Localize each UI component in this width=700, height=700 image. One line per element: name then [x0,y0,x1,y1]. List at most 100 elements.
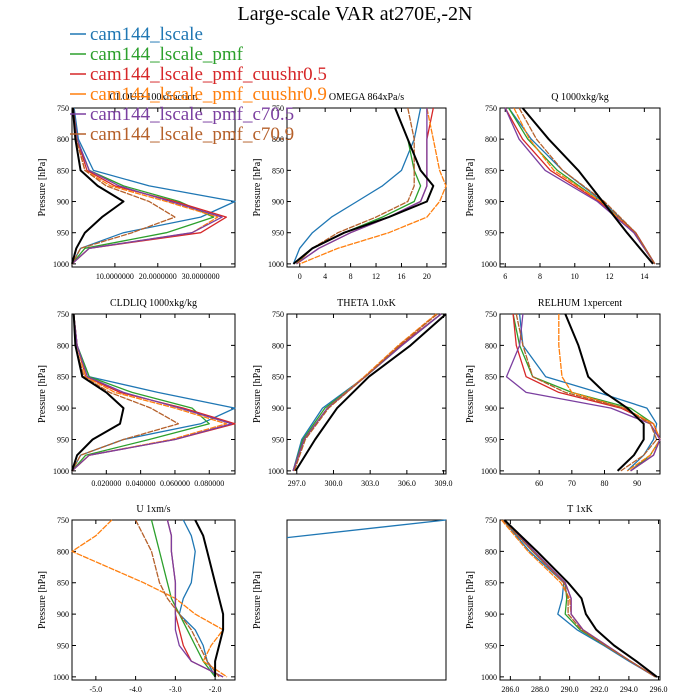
x-tick-label: -4.0 [129,685,142,694]
series-line-cam144_lscale_pmf_c70.5 [504,107,656,265]
y-tick-label: 800 [272,341,284,350]
series-line-obs [292,107,435,265]
plot-frame [286,519,447,681]
y-tick-label: 900 [485,404,497,413]
series-line-cam144_lscale_pmf [71,313,210,472]
series-line-cam144_lscale_pmf_cuushr0.5 [71,313,236,472]
series-line-cam144_lscale_pmf_c70.9 [135,519,220,678]
x-tick-label: 8 [538,272,542,281]
x-tick-label: 294.0 [620,685,638,694]
series-line-cam144_lscale_pmf_c70.5 [166,519,224,678]
plot-frame [71,519,236,681]
y-tick-label: 900 [485,198,497,207]
y-tick-label: 1000 [481,467,497,476]
y-tick-label: 1000 [53,260,69,269]
panel-title: CLDLIQ 1000xkg/kg [110,298,197,309]
legend-label: cam144_lscale_pmf_c70.9 [90,124,294,145]
y-tick-label: 900 [272,404,284,413]
plot-frame [499,519,661,681]
y-tick-label: 800 [485,547,497,556]
y-axis-label: Pressure [hPa] [465,158,476,216]
y-axis-label: Pressure [hPa] [252,365,263,423]
y-tick-label: 950 [57,435,69,444]
legend: cam144_lscalecam144_lscale_pmfcam144_lsc… [70,24,327,145]
y-tick-label: 900 [272,198,284,207]
x-tick-label: 6 [503,272,507,281]
figure-title: Large-scale VAR at270E,-2N [238,3,473,25]
x-tick-label: 10 [571,272,579,281]
y-tick-label: 850 [57,373,69,382]
legend-label: cam144_lscale_pmf [90,44,244,65]
y-tick-label: 850 [485,166,497,175]
y-axis-label: Pressure [hPa] [37,365,48,423]
x-tick-label: 60 [535,479,543,488]
series-line-cam144_lscale_pmf_c70.9 [515,313,658,472]
y-tick-label: 900 [57,404,69,413]
x-tick-label: -2.0 [209,685,222,694]
y-tick-label: 900 [57,610,69,619]
y-tick-label: 900 [57,198,69,207]
x-tick-label: 296.0 [650,685,668,694]
y-tick-label: 750 [272,104,284,113]
y-tick-label: 800 [57,135,69,144]
series-line-obs [294,313,447,472]
y-axis-label: Pressure [hPa] [252,158,263,216]
x-tick-label: 80 [600,479,608,488]
x-tick-label: 30.0000000 [182,272,220,281]
plot-frame [71,107,236,268]
y-axis-label: Pressure [hPa] [37,571,48,629]
y-tick-label: 750 [57,104,69,113]
x-tick-label: 303.0 [361,479,379,488]
series-line-cam144_lscale [502,519,656,678]
series-line-cam144_lscale_pmf_c70.5 [71,313,233,472]
y-tick-label: 1000 [481,260,497,269]
y-axis-label: Pressure [hPa] [465,365,476,423]
x-tick-label: 90 [633,479,641,488]
y-tick-label: 750 [272,310,284,319]
chart-panel-1: CLOUD 100xfraction Pressure [hPa] 750 800 85… [37,92,236,281]
y-tick-label: 800 [57,547,69,556]
x-tick-label: 309.0 [435,479,453,488]
series-line-cam144_lscale [292,107,422,265]
plot-frame [286,313,447,475]
y-tick-label: 800 [485,135,497,144]
series-line-cam144_lscale_pmf_cuushr0.9 [299,107,447,265]
chart-panel-9: T 1xK Pressure [hPa] 750 800 850 900 950 1000 28… [465,504,668,694]
plot-frame [286,107,447,268]
x-tick-label: 0.040000 [126,479,156,488]
x-tick-label: 286.0 [501,685,519,694]
series-line-cam144_lscale [71,107,236,265]
y-tick-label: 750 [485,104,497,113]
y-tick-label: 1000 [53,673,69,682]
series-line-cam144_lscale_pmf_c70.9 [296,107,415,265]
chart-panel-4: CLDLIQ 1000xkg/kg Pressure [hPa] 750 800 850… [37,298,236,488]
chart-panel-7: U 1xm/s Pressure [hPa] 750 800 850 900 950 1000… [37,504,236,694]
panel-title: OMEGA 864xPa/s [329,92,404,103]
series-line-cam144_lscale_pmf_c70.5 [71,107,223,265]
y-tick-label: 950 [485,435,497,444]
x-tick-label: 14 [640,272,648,281]
series-line-cam144_lscale [178,519,216,678]
series-line-obs [564,313,645,472]
x-tick-label: 20.0000000 [139,272,177,281]
series-line-cam144_lscale_pmf_c70.9 [502,519,656,678]
x-tick-label: 0.020000 [91,479,121,488]
series-line-obs [71,107,125,265]
y-tick-label: 950 [57,641,69,650]
y-tick-label: 850 [272,373,284,382]
y-tick-label: 950 [272,435,284,444]
x-tick-label: 12 [606,272,614,281]
y-axis-label: Pressure [hPa] [465,571,476,629]
x-tick-label: 10.0000000 [96,272,134,281]
panel-title: U 1xm/s [136,504,170,515]
x-tick-label: 297.0 [288,479,306,488]
y-tick-label: 1000 [53,467,69,476]
y-tick-label: 750 [57,516,69,525]
chart-panel-6: RELHUM 1xpercent Pressure [hPa] 750 800 850 9… [465,298,661,488]
y-tick-label: 1000 [268,260,284,269]
x-tick-label: 290.0 [561,685,579,694]
y-tick-label: 750 [485,516,497,525]
y-tick-label: 800 [272,135,284,144]
chart-panel-8: Pressure [hPa] [252,519,447,681]
